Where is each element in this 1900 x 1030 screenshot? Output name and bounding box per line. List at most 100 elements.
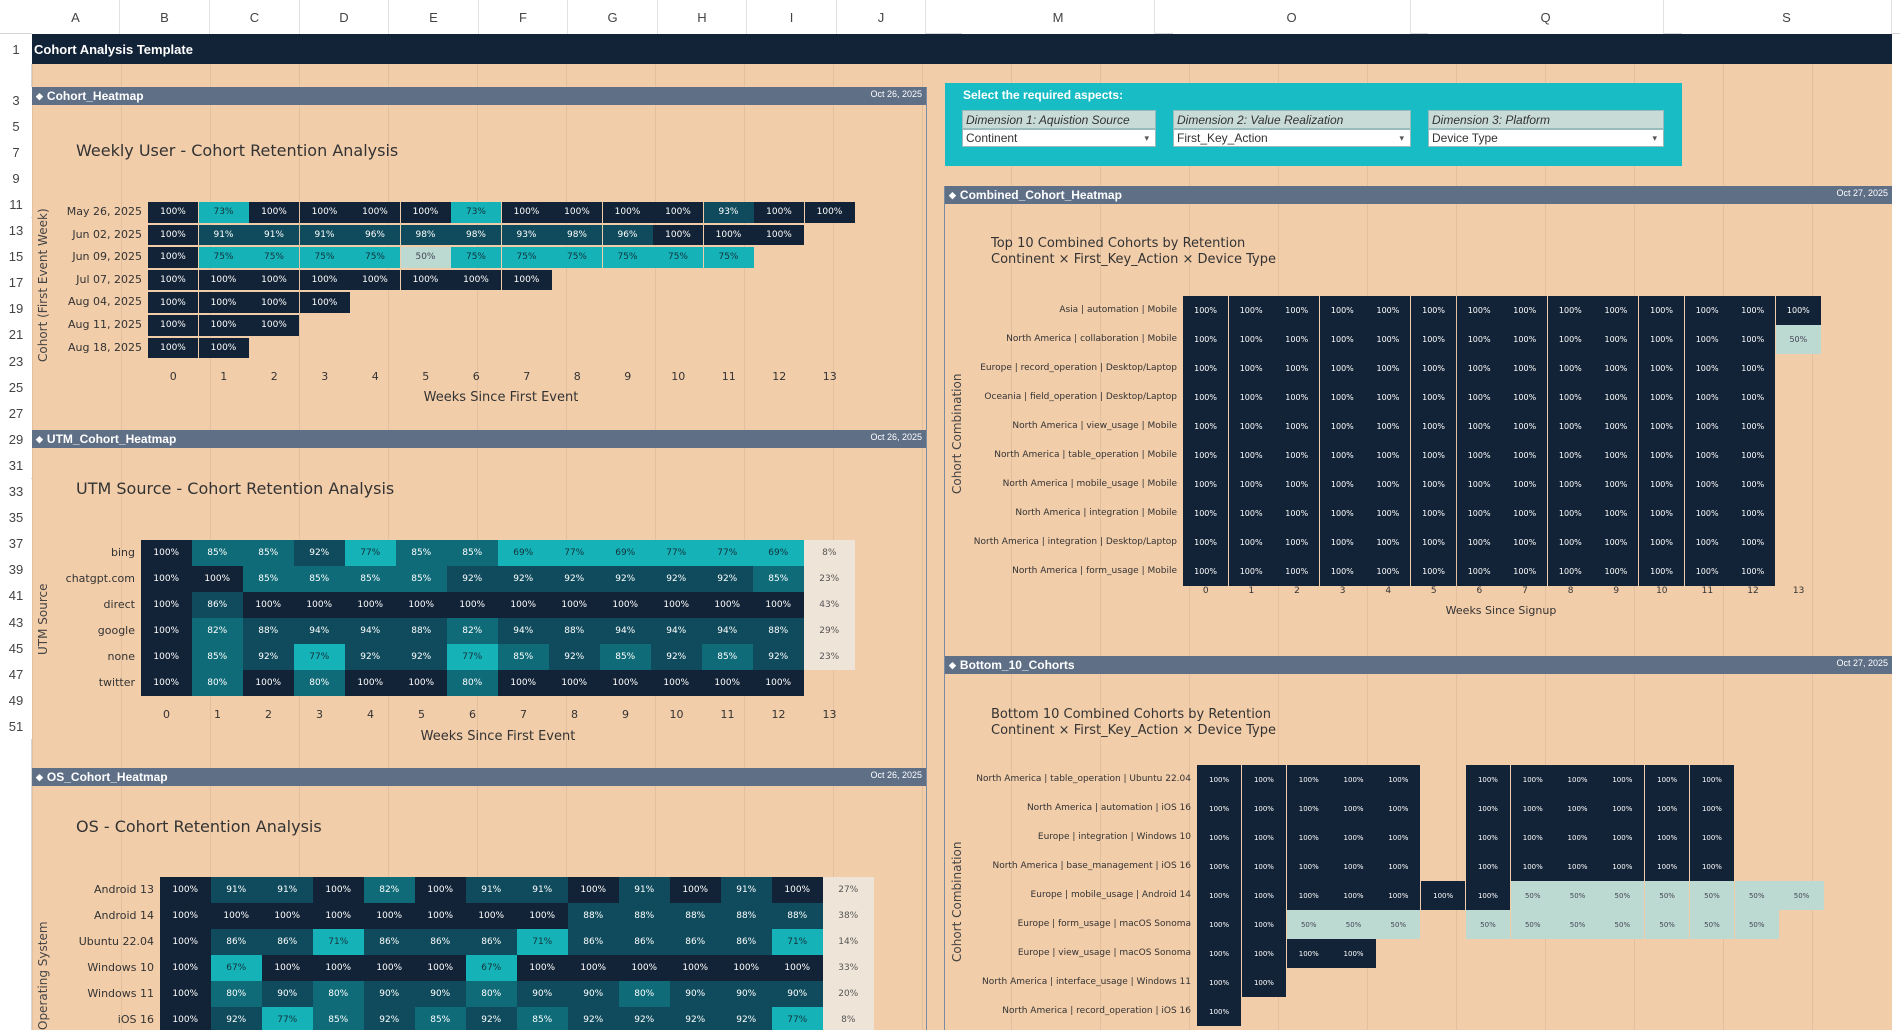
heatmap-cell[interactable]: 43%	[804, 592, 855, 618]
heatmap-cell[interactable]: 100%	[313, 955, 364, 981]
heatmap-cell[interactable]: 77%	[294, 644, 345, 670]
heatmap-cell[interactable]: 50%	[1775, 325, 1821, 354]
heatmap-cell[interactable]: 50%	[1510, 910, 1555, 939]
heatmap-cell[interactable]: 20%	[823, 981, 874, 1007]
heatmap-cell[interactable]: 86%	[415, 929, 466, 955]
heatmap-cell[interactable]: 100%	[1183, 441, 1229, 470]
heatmap-cell[interactable]: 100%	[721, 955, 772, 981]
heatmap-cell[interactable]: 100%	[1689, 823, 1735, 852]
heatmap-cell[interactable]: 100%	[1241, 939, 1287, 968]
row-header-25[interactable]: 25	[0, 374, 32, 401]
heatmap-cell[interactable]: 100%	[1456, 557, 1502, 586]
heatmap-cell[interactable]: 80%	[466, 981, 517, 1007]
heatmap-cell[interactable]: 100%	[1600, 823, 1645, 852]
heatmap-cell[interactable]: 100%	[447, 592, 498, 618]
heatmap-cell[interactable]: 100%	[160, 955, 211, 981]
heatmap-cell[interactable]: 100%	[1456, 528, 1502, 557]
heatmap-cell[interactable]: 85%	[447, 540, 498, 566]
heatmap-cell[interactable]: 100%	[1228, 412, 1274, 441]
heatmap-cell[interactable]: 100%	[148, 292, 198, 313]
heatmap-cell[interactable]: 100%	[1593, 412, 1639, 441]
heatmap-cell[interactable]: 88%	[670, 903, 721, 929]
heatmap-cell[interactable]: 100%	[1456, 354, 1502, 383]
heatmap-cell[interactable]: 91%	[262, 877, 313, 903]
heatmap-cell[interactable]: 100%	[772, 955, 823, 981]
heatmap-cell[interactable]: 100%	[1331, 823, 1376, 852]
heatmap-cell[interactable]: 100%	[1183, 470, 1229, 499]
heatmap-cell[interactable]: 100%	[772, 877, 823, 903]
heatmap-cell[interactable]: 100%	[148, 315, 198, 336]
heatmap-cell[interactable]: 100%	[1228, 441, 1274, 470]
heatmap-cell[interactable]: 91%	[198, 224, 249, 246]
heatmap-cell[interactable]: 100%	[1365, 441, 1411, 470]
heatmap-cell[interactable]: 100%	[1274, 528, 1320, 557]
heatmap-cell[interactable]: 100%	[1376, 765, 1421, 794]
heatmap-cell[interactable]: 100%	[600, 670, 651, 696]
heatmap-cell[interactable]: 100%	[1639, 296, 1685, 325]
heatmap-cell[interactable]: 100%	[1319, 325, 1365, 354]
heatmap-cell[interactable]: 91%	[721, 877, 772, 903]
heatmap-cell[interactable]: 100%	[1331, 939, 1376, 968]
heatmap-cell[interactable]: 94%	[345, 618, 396, 644]
heatmap-cell[interactable]: 100%	[1730, 441, 1776, 470]
heatmap-cell[interactable]: 96%	[350, 224, 400, 246]
heatmap-cell[interactable]: 100%	[568, 955, 619, 981]
heatmap-cell[interactable]: 100%	[1555, 852, 1600, 881]
heatmap-cell[interactable]: 100%	[1639, 441, 1685, 470]
dimension-3-dropdown[interactable]: Device Type ▾	[1428, 129, 1664, 147]
column-header-A[interactable]: A	[32, 0, 120, 34]
heatmap-cell[interactable]: 100%	[1331, 881, 1376, 910]
heatmap-cell[interactable]: 100%	[1510, 794, 1555, 823]
heatmap-cell[interactable]: 100%	[1365, 354, 1411, 383]
heatmap-cell[interactable]: 100%	[1274, 325, 1320, 354]
heatmap-cell[interactable]: 85%	[396, 566, 447, 592]
heatmap-cell[interactable]: 100%	[653, 224, 703, 246]
heatmap-cell[interactable]: 100%	[198, 337, 249, 359]
heatmap-cell[interactable]: 100%	[1274, 441, 1320, 470]
heatmap-cell[interactable]: 92%	[702, 566, 753, 592]
heatmap-cell[interactable]: 100%	[1286, 881, 1331, 910]
heatmap-cell[interactable]: 75%	[703, 247, 754, 268]
heatmap-cell[interactable]: 100%	[1228, 383, 1274, 412]
heatmap-cell[interactable]: 100%	[400, 269, 451, 291]
heatmap-cell[interactable]: 100%	[1319, 412, 1365, 441]
heatmap-cell[interactable]: 77%	[702, 540, 753, 566]
heatmap-cell[interactable]: 91%	[466, 877, 517, 903]
heatmap-cell[interactable]: 100%	[1241, 852, 1287, 881]
heatmap-cell[interactable]: 85%	[192, 540, 243, 566]
heatmap-cell[interactable]: 100%	[1684, 557, 1730, 586]
heatmap-cell[interactable]: 92%	[294, 540, 345, 566]
heatmap-cell[interactable]: 100%	[1331, 794, 1376, 823]
heatmap-cell[interactable]: 100%	[1600, 794, 1645, 823]
heatmap-cell[interactable]: 100%	[1730, 296, 1776, 325]
heatmap-cell[interactable]: 100%	[1645, 794, 1690, 823]
column-header-H[interactable]: H	[658, 0, 747, 34]
heatmap-cell[interactable]: 100%	[1684, 412, 1730, 441]
heatmap-cell[interactable]: 100%	[703, 224, 754, 246]
heatmap-cell[interactable]: 69%	[600, 540, 651, 566]
heatmap-cell[interactable]: 77%	[651, 540, 702, 566]
heatmap-cell[interactable]: 100%	[1639, 354, 1685, 383]
heatmap-cell[interactable]: 80%	[192, 670, 243, 696]
heatmap-cell[interactable]: 92%	[568, 1007, 619, 1030]
heatmap-cell[interactable]: 100%	[1684, 470, 1730, 499]
heatmap-cell[interactable]: 100%	[1730, 383, 1776, 412]
row-header-27[interactable]: 27	[0, 400, 32, 427]
heatmap-cell[interactable]: 73%	[451, 202, 501, 223]
heatmap-cell[interactable]: 100%	[1241, 881, 1287, 910]
heatmap-cell[interactable]: 90%	[772, 981, 823, 1007]
heatmap-cell[interactable]: 100%	[345, 592, 396, 618]
heatmap-cell[interactable]: 29%	[804, 618, 855, 644]
heatmap-cell[interactable]: 100%	[1593, 296, 1639, 325]
heatmap-cell[interactable]: 92%	[345, 644, 396, 670]
heatmap-cell[interactable]: 75%	[552, 247, 602, 268]
heatmap-cell[interactable]: 75%	[299, 247, 350, 268]
heatmap-cell[interactable]: 100%	[1547, 528, 1593, 557]
heatmap-cell[interactable]: 100%	[415, 877, 466, 903]
heatmap-cell[interactable]: 100%	[1547, 557, 1593, 586]
heatmap-cell[interactable]: 85%	[498, 644, 549, 670]
row-header-45[interactable]: 45	[0, 635, 32, 662]
heatmap-cell[interactable]: 100%	[1502, 499, 1548, 528]
heatmap-cell[interactable]: 100%	[1730, 528, 1776, 557]
heatmap-cell[interactable]: 100%	[1684, 383, 1730, 412]
